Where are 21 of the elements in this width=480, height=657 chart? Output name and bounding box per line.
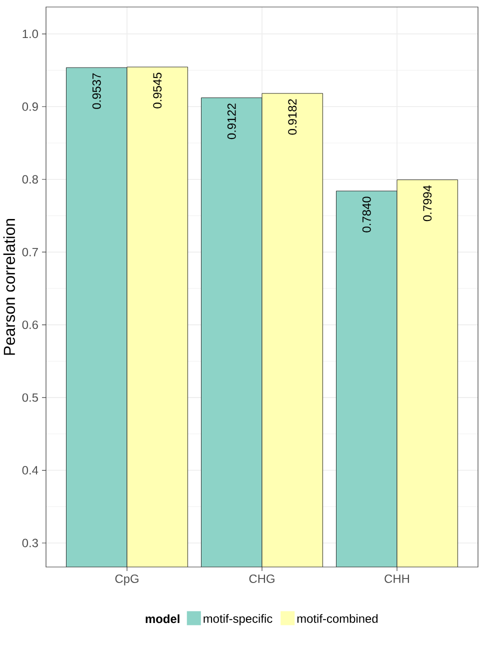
- data-label: 0.9182: [288, 99, 297, 135]
- data-label: 0.7994: [423, 185, 432, 222]
- y-tick-label: 0.6: [22, 320, 38, 330]
- data-label: 0.7840: [362, 196, 371, 232]
- y-tick-label: 0.9: [22, 102, 38, 111]
- legend-label: motif-specific: [204, 614, 272, 626]
- data-label: 0.9537: [92, 73, 101, 109]
- y-tick-label: 1.0: [22, 30, 38, 38]
- y-tick-label: 0.7: [22, 248, 38, 256]
- data-label: 0.9545: [153, 72, 162, 108]
- legend-title: model: [146, 614, 180, 624]
- y-tick-label: 0.8: [22, 175, 38, 184]
- x-tick-label: CHG: [249, 574, 274, 583]
- data-label: 0.9122: [227, 104, 236, 140]
- y-axis-title: Pearson correlation: [3, 218, 16, 355]
- y-tick-label: 0.4: [22, 466, 38, 474]
- x-tick-label: CHH: [384, 574, 409, 583]
- y-tick-label: 0.3: [22, 538, 38, 548]
- y-tick-label: 0.5: [22, 393, 38, 402]
- x-tick-label: CpG: [115, 574, 138, 586]
- legend-label: motif-combined: [297, 614, 378, 623]
